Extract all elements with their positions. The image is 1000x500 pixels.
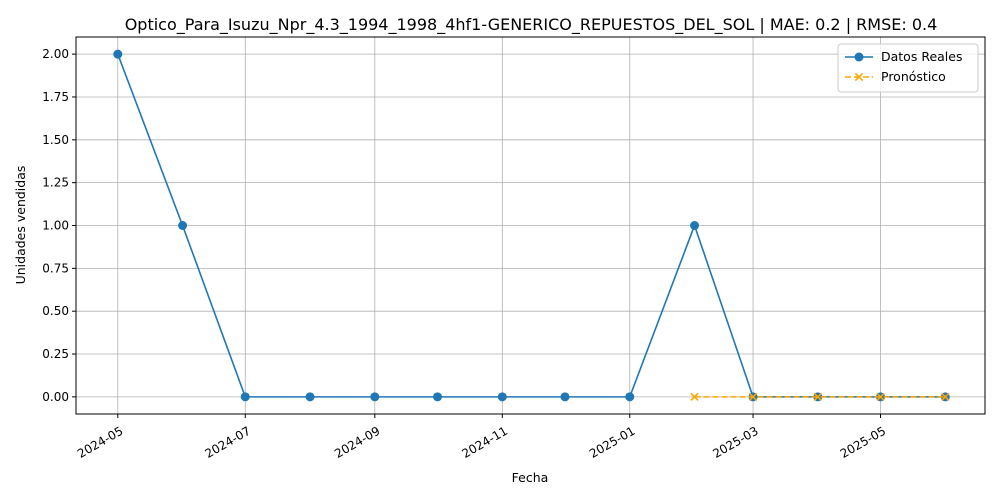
data-point [178, 221, 188, 230]
data-point [240, 392, 250, 402]
data-point [625, 392, 635, 402]
data-point [748, 392, 758, 402]
y-tick-label: 0.25 [42, 347, 69, 361]
y-tick-label: 1.00 [42, 219, 69, 233]
y-tick-label: 2.00 [42, 47, 69, 61]
data-point [854, 52, 864, 62]
legend-entry: Datos Reales [845, 49, 962, 64]
x-tick-label: 2025-01 [587, 424, 637, 461]
legend: Datos Reales Pronóstico [837, 43, 979, 93]
y-axis-label: Unidades vendidas [13, 166, 28, 285]
y-tick-label: 0.00 [42, 390, 69, 404]
legend-box [837, 43, 979, 93]
data-point [433, 392, 443, 402]
x-tick-label: 2025-03 [710, 424, 760, 461]
data-point [113, 49, 123, 59]
legend-entry: Pronóstico [845, 69, 946, 84]
data-point [370, 392, 380, 402]
x-tick-label: 2024-05 [75, 424, 125, 461]
series-pron-stico [690, 392, 950, 402]
series-layer [113, 49, 950, 402]
data-point [305, 392, 315, 402]
y-tick-label: 1.25 [42, 176, 69, 190]
x-tick-label: 2025-05 [838, 424, 888, 461]
y-tick-label: 0.50 [42, 304, 69, 318]
x-tick-label: 2024-07 [203, 424, 253, 461]
x-axis-label: Fecha [512, 470, 549, 485]
y-tick-label: 1.50 [42, 133, 69, 147]
grid [76, 37, 985, 414]
legend-label: Datos Reales [881, 49, 962, 64]
y-tick-label: 0.75 [42, 261, 69, 275]
data-point [876, 392, 885, 402]
data-point [813, 392, 822, 402]
data-point [854, 72, 864, 82]
data-point [560, 392, 570, 402]
x-tick-label: 2024-11 [460, 424, 510, 461]
x-tick-label: 2024-09 [332, 424, 382, 461]
data-point [690, 221, 700, 230]
legend-label: Pronóstico [881, 69, 946, 84]
data-point [690, 392, 699, 402]
data-point [941, 392, 950, 402]
chart-title: Optico_Para_Isuzu_Npr_4.3_1994_1998_4hf1… [125, 15, 938, 35]
data-point [497, 392, 507, 402]
axis-ticks: 0.00 0.25 0.50 0.75 1.00 1.25 1.50 1.75 2.00 2024… [42, 47, 888, 461]
y-tick-label: 1.75 [42, 90, 69, 104]
